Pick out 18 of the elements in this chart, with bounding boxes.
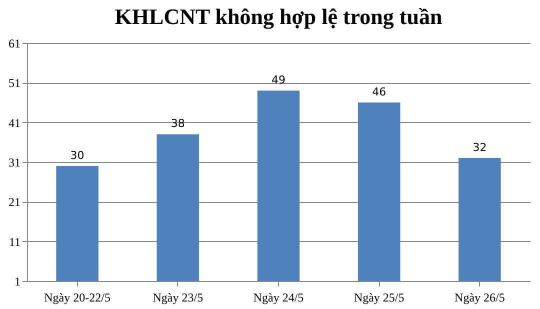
x-tick-label: Ngày 25/5 xyxy=(354,290,404,304)
data-label: 49 xyxy=(272,74,286,87)
chart-title: KHLCNT không hợp lệ trong tuần xyxy=(114,4,442,29)
y-tick-label: 1 xyxy=(14,274,20,288)
y-tick-label: 21 xyxy=(8,195,20,210)
data-label: 30 xyxy=(70,148,84,162)
data-label: 46 xyxy=(372,86,386,98)
x-tick-label: Ngày 23/5 xyxy=(152,290,204,304)
data-label: 32 xyxy=(472,141,487,154)
x-tick-label: Ngày 26/5 xyxy=(454,290,505,304)
y-tick-label: 11 xyxy=(8,234,20,249)
data-label: 38 xyxy=(170,117,185,130)
x-tick-label: Ngày 24/5 xyxy=(253,290,304,304)
y-tick-label: 61 xyxy=(8,36,20,50)
y-tick-label: 41 xyxy=(8,116,20,130)
y-tick-label: 31 xyxy=(8,156,20,170)
y-tick-label: 51 xyxy=(8,76,20,90)
x-tick-label: Ngày 20-22/5 xyxy=(44,290,110,304)
